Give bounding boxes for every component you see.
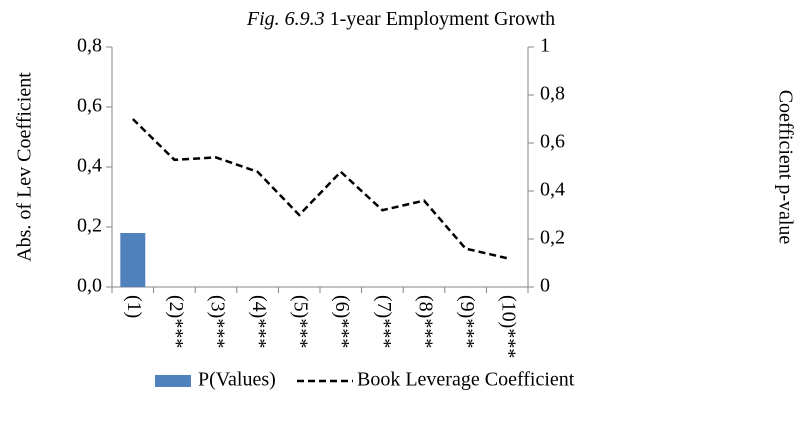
legend-label: P(Values) xyxy=(198,369,276,391)
legend-label: Book Leverage Coefficient xyxy=(357,369,575,391)
bar xyxy=(120,233,146,287)
figure-label: Fig. 6.9.3 xyxy=(246,8,325,30)
y2-tick-label: 0,8 xyxy=(540,83,565,105)
x-tick-label: (10)*** xyxy=(498,295,520,358)
x-tick-label: (7)*** xyxy=(373,295,395,348)
x-tick-label: (5)*** xyxy=(290,295,312,348)
x-tick-label: (1) xyxy=(123,295,145,318)
y2-tick-label: 0,2 xyxy=(540,227,565,249)
x-tick-label: (9)*** xyxy=(456,295,478,348)
y2-tick-label: 0 xyxy=(540,275,550,297)
y-tick-label: 0,4 xyxy=(77,155,102,177)
chart-title: 1-year Employment Growth xyxy=(330,8,556,30)
y2-tick-label: 0,6 xyxy=(540,131,565,153)
x-tick-label: (3)*** xyxy=(206,295,228,348)
y-axis-label: Abs. of Lev Coefficient xyxy=(14,72,36,262)
x-tick-label: (2)*** xyxy=(165,295,187,348)
chart-title-line: Fig. 6.9.3 1-year Employment Growth xyxy=(246,8,555,30)
y-tick-label: 0,6 xyxy=(77,95,102,117)
y-tick-label: 0,8 xyxy=(77,35,102,57)
x-tick-label: (4)*** xyxy=(248,295,270,348)
y-tick-label: 0,0 xyxy=(77,275,102,297)
legend-swatch xyxy=(155,375,191,387)
y2-axis-label: Coefficient p-value xyxy=(774,90,796,245)
line xyxy=(131,118,508,260)
y2-tick-label: 0,4 xyxy=(540,179,565,201)
y2-tick-label: 1 xyxy=(540,35,550,57)
y-tick-label: 0,2 xyxy=(77,215,102,237)
x-tick-label: (8)*** xyxy=(414,295,436,348)
x-tick-label: (6)*** xyxy=(331,295,353,348)
